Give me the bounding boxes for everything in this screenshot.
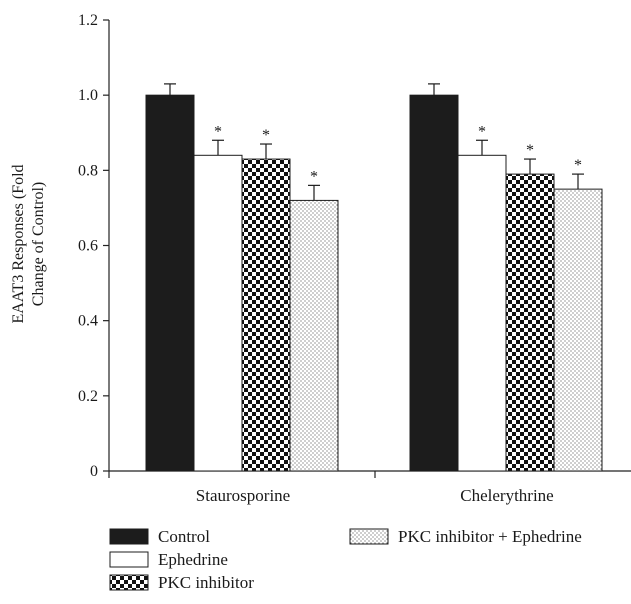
bar bbox=[409, 94, 459, 472]
bar bbox=[457, 154, 507, 472]
y-axis-label-line2: Change of Control) bbox=[30, 182, 47, 306]
y-tick-label: 0.4 bbox=[78, 313, 98, 330]
legend-label: PKC inhibitor bbox=[158, 573, 254, 592]
significance-marker: * bbox=[310, 168, 318, 185]
bar bbox=[505, 173, 555, 472]
y-axis-label: EAAT3 Responses (Fold Change of Control) bbox=[10, 164, 47, 323]
bar bbox=[241, 158, 291, 472]
y-tick-label: 1.0 bbox=[78, 87, 98, 104]
y-tick-label: 0.8 bbox=[78, 162, 98, 179]
bar bbox=[145, 94, 195, 472]
bar bbox=[289, 199, 339, 472]
legend-label: Control bbox=[158, 527, 210, 546]
legend-swatch bbox=[109, 574, 149, 591]
bar bbox=[553, 188, 603, 472]
legend-swatch bbox=[349, 528, 389, 545]
legend-label: Ephedrine bbox=[158, 550, 228, 569]
legend-swatch bbox=[109, 551, 149, 568]
significance-marker: * bbox=[478, 123, 486, 140]
y-tick-label: 1.2 bbox=[78, 12, 98, 29]
significance-marker: * bbox=[526, 142, 534, 159]
y-axis-label-line1: EAAT3 Responses (Fold bbox=[10, 164, 27, 323]
significance-marker: * bbox=[214, 123, 222, 140]
legend-label: PKC inhibitor + Ephedrine bbox=[398, 527, 582, 546]
y-tick-label: 0 bbox=[90, 463, 98, 480]
significance-marker: * bbox=[574, 157, 582, 174]
category-label: Staurosporine bbox=[196, 486, 290, 505]
significance-marker: * bbox=[262, 127, 270, 144]
legend-swatch bbox=[109, 528, 149, 545]
bar bbox=[193, 154, 243, 472]
category-label: Chelerythrine bbox=[460, 486, 553, 505]
y-tick-label: 0.2 bbox=[78, 388, 98, 405]
y-tick-label: 0.6 bbox=[78, 238, 98, 255]
